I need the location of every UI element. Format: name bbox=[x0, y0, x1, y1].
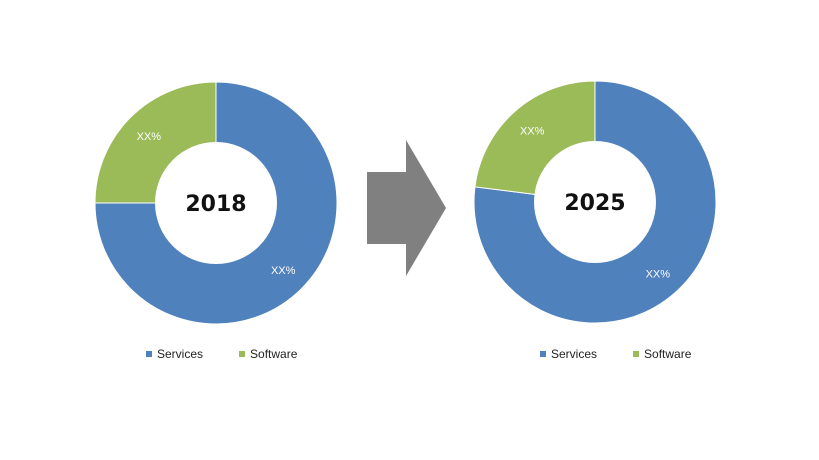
legend-item-services: Services bbox=[540, 347, 597, 361]
legend-swatch-software bbox=[633, 351, 640, 357]
legend-swatch-software bbox=[239, 351, 246, 357]
donut-hole bbox=[534, 141, 656, 263]
legend-label-software: Software bbox=[250, 347, 298, 361]
donut-hole bbox=[155, 142, 277, 264]
data-label-software: XX% bbox=[137, 131, 162, 143]
data-label-services: XX% bbox=[646, 268, 671, 280]
right-arrow-icon bbox=[367, 140, 446, 276]
legend-swatch-services bbox=[540, 351, 546, 357]
data-label-software: XX% bbox=[520, 126, 545, 138]
legend-2018: Services Software bbox=[146, 346, 297, 362]
legend-label-services: Services bbox=[157, 347, 204, 361]
data-label-services: XX% bbox=[271, 265, 296, 277]
legend-item-software: Software bbox=[633, 347, 691, 361]
legend-label-services: Services bbox=[551, 347, 598, 361]
legend-swatch-services bbox=[146, 351, 152, 357]
donut-chart-2025: XX% XX% 2025 bbox=[473, 80, 717, 324]
legend-item-software: Software bbox=[239, 347, 297, 361]
legend-2025: Services Software bbox=[540, 346, 691, 362]
center-year-label: 2025 bbox=[564, 191, 625, 216]
donut-chart-2018: XX% XX% 2018 bbox=[94, 81, 338, 325]
center-year-label: 2018 bbox=[185, 192, 246, 217]
legend-item-services: Services bbox=[146, 347, 203, 361]
legend-label-software: Software bbox=[644, 347, 692, 361]
